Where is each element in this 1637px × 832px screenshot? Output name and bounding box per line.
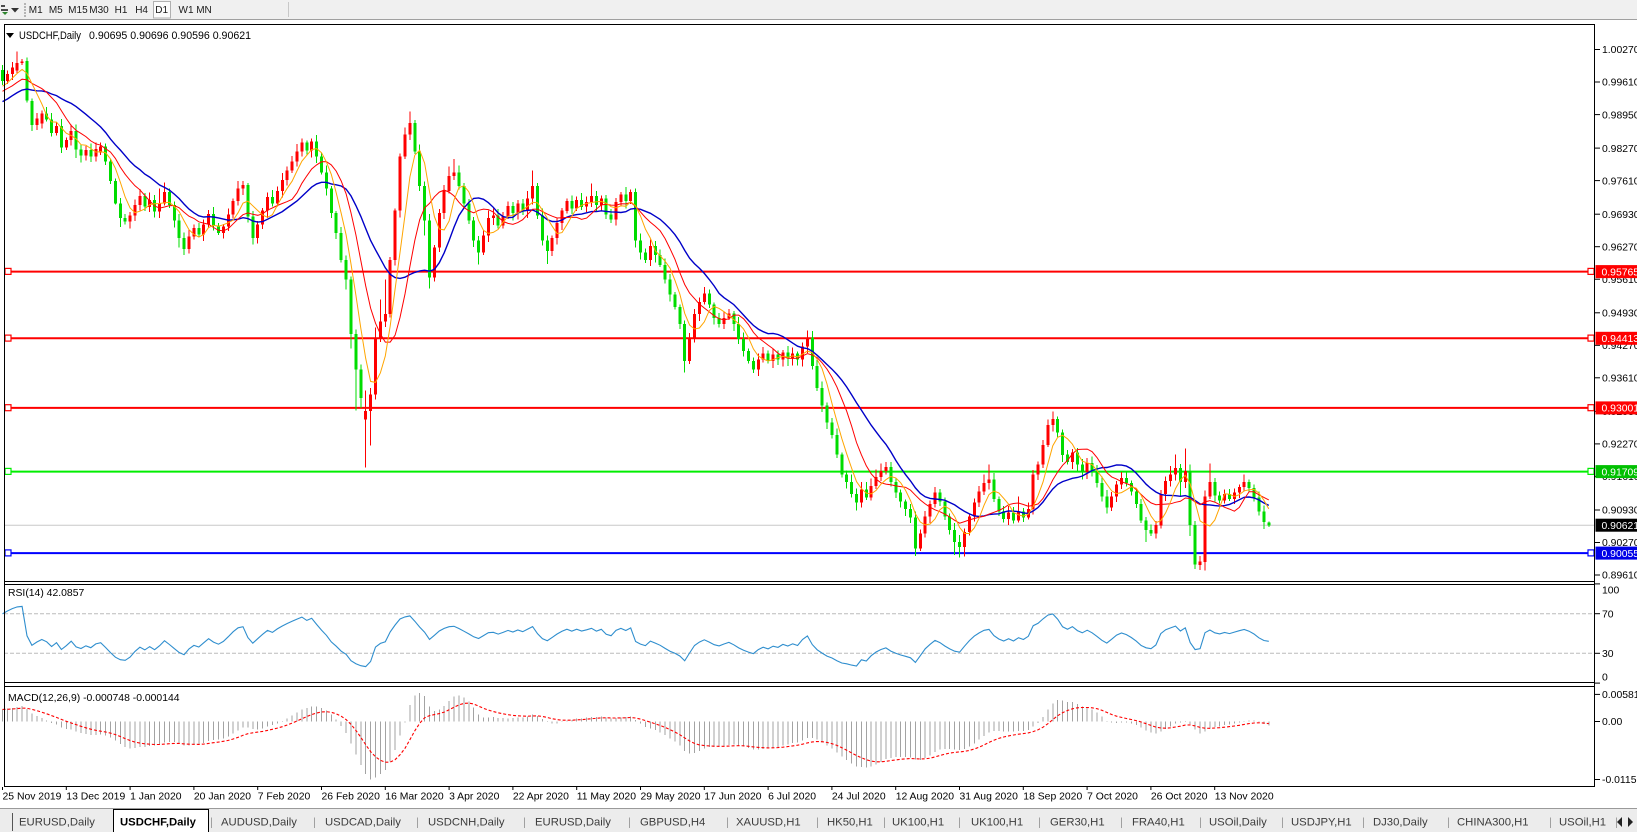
svg-text:MACD(12,26,9) -0.000748 -0.000: MACD(12,26,9) -0.000748 -0.000144	[8, 693, 180, 704]
svg-text:CHINA300,H1: CHINA300,H1	[1457, 817, 1529, 829]
svg-text:13 Nov 2020: 13 Nov 2020	[1215, 792, 1274, 803]
svg-text:|: |	[816, 817, 819, 829]
svg-text:1.00270: 1.00270	[1602, 45, 1637, 56]
svg-text:|: |	[1038, 817, 1041, 829]
svg-text:0.90055: 0.90055	[1602, 549, 1637, 560]
svg-text:0.99610: 0.99610	[1602, 78, 1637, 89]
svg-text:|: |	[523, 817, 526, 829]
svg-text:|: |	[1281, 817, 1284, 829]
svg-text:16 Mar 2020: 16 Mar 2020	[385, 792, 444, 803]
svg-text:|: |	[883, 817, 886, 829]
svg-text:GBPUSD,H4: GBPUSD,H4	[640, 817, 705, 829]
svg-text:|: |	[958, 817, 961, 829]
svg-text:GER30,H1: GER30,H1	[1050, 817, 1105, 829]
svg-text:USDCNH,Daily: USDCNH,Daily	[428, 817, 505, 829]
svg-text:M5: M5	[49, 5, 63, 16]
svg-text:|: |	[1615, 817, 1618, 829]
svg-text:0.94270: 0.94270	[1602, 341, 1637, 352]
svg-text:0.93001: 0.93001	[1602, 404, 1637, 415]
svg-text:|: |	[313, 817, 316, 829]
svg-text:17 Jun 2020: 17 Jun 2020	[704, 792, 761, 803]
svg-text:HK50,H1: HK50,H1	[827, 817, 873, 829]
svg-text:11 May 2020: 11 May 2020	[577, 792, 637, 803]
svg-text:0.005818: 0.005818	[1602, 690, 1637, 701]
svg-text:26 Oct 2020: 26 Oct 2020	[1151, 792, 1208, 803]
svg-text:RSI(14) 42.0857: RSI(14) 42.0857	[8, 588, 84, 599]
svg-text:-0.011514: -0.011514	[1602, 775, 1637, 786]
svg-text:26 Feb 2020: 26 Feb 2020	[322, 792, 381, 803]
svg-text:0.97610: 0.97610	[1602, 176, 1637, 187]
svg-text:UK100,H1: UK100,H1	[892, 817, 944, 829]
svg-text:0.94930: 0.94930	[1602, 309, 1637, 320]
svg-text:0: 0	[1602, 673, 1608, 684]
svg-text:70: 70	[1602, 609, 1614, 620]
svg-text:7 Feb 2020: 7 Feb 2020	[258, 792, 311, 803]
svg-text:H4: H4	[135, 5, 148, 16]
svg-text:|: |	[416, 817, 419, 829]
svg-text:0.95610: 0.95610	[1602, 275, 1637, 286]
svg-text:0.98950: 0.98950	[1602, 110, 1637, 121]
svg-text:USOil,H1: USOil,H1	[1559, 817, 1606, 829]
svg-text:12 Aug 2020: 12 Aug 2020	[896, 792, 955, 803]
svg-text:|: |	[1549, 817, 1552, 829]
svg-text:UK100,H1: UK100,H1	[971, 817, 1023, 829]
svg-text:0.92270: 0.92270	[1602, 440, 1637, 451]
svg-text:100: 100	[1602, 586, 1620, 597]
svg-text:18 Sep 2020: 18 Sep 2020	[1023, 792, 1082, 803]
svg-text:0.96930: 0.96930	[1602, 210, 1637, 221]
svg-text:0.98270: 0.98270	[1602, 144, 1637, 155]
svg-text:7 Oct 2020: 7 Oct 2020	[1087, 792, 1138, 803]
svg-text:0.93610: 0.93610	[1602, 374, 1637, 385]
svg-text:0.90270: 0.90270	[1602, 538, 1637, 549]
svg-text:W1: W1	[179, 5, 194, 16]
svg-text:0.00: 0.00	[1602, 717, 1622, 728]
svg-text:M1: M1	[29, 5, 43, 16]
svg-text:USDCHF,Daily: USDCHF,Daily	[120, 817, 197, 829]
svg-text:|: |	[1447, 817, 1450, 829]
svg-text:USOil,Daily: USOil,Daily	[1209, 817, 1267, 829]
svg-text:29 May 2020: 29 May 2020	[641, 792, 701, 803]
svg-text:20 Jan 2020: 20 Jan 2020	[194, 792, 251, 803]
svg-text:30: 30	[1602, 649, 1614, 660]
svg-text:13 Dec 2019: 13 Dec 2019	[66, 792, 125, 803]
svg-text:H1: H1	[115, 5, 128, 16]
svg-text:|: |	[726, 817, 729, 829]
svg-text:25 Nov 2019: 25 Nov 2019	[3, 792, 62, 803]
svg-text:|: |	[210, 817, 213, 829]
svg-text:6 Jul 2020: 6 Jul 2020	[768, 792, 816, 803]
svg-text:FRA40,H1: FRA40,H1	[1132, 817, 1185, 829]
svg-text:MN: MN	[196, 5, 212, 16]
svg-text:0.94413: 0.94413	[1602, 334, 1637, 345]
svg-text:USDJPY,H1: USDJPY,H1	[1291, 817, 1352, 829]
svg-text:24 Jul 2020: 24 Jul 2020	[832, 792, 886, 803]
svg-text:USDCHF,Daily: USDCHF,Daily	[19, 30, 82, 42]
svg-text:0.95765: 0.95765	[1602, 267, 1637, 278]
svg-text:|: |	[1362, 817, 1365, 829]
svg-text:22 Apr 2020: 22 Apr 2020	[513, 792, 569, 803]
svg-text:3 Apr 2020: 3 Apr 2020	[449, 792, 499, 803]
svg-text:AUDUSD,Daily: AUDUSD,Daily	[221, 817, 297, 829]
svg-text:USDCAD,Daily: USDCAD,Daily	[325, 817, 401, 829]
svg-text:D1: D1	[155, 5, 168, 16]
svg-text:0.89610: 0.89610	[1602, 571, 1637, 582]
svg-text:|: |	[1199, 817, 1202, 829]
svg-text:XAUUSD,H1: XAUUSD,H1	[736, 817, 801, 829]
svg-text:DJ30,Daily: DJ30,Daily	[1373, 817, 1428, 829]
svg-text:0.90621: 0.90621	[1602, 521, 1637, 532]
svg-text:|: |	[1120, 817, 1123, 829]
svg-text:M30: M30	[89, 5, 109, 16]
svg-text:1 Jan 2020: 1 Jan 2020	[130, 792, 182, 803]
svg-text:M15: M15	[68, 5, 88, 16]
svg-text:EURUSD,Daily: EURUSD,Daily	[19, 817, 95, 829]
svg-text:31 Aug 2020: 31 Aug 2020	[960, 792, 1019, 803]
svg-text:0.90695 0.90696 0.90596 0.9062: 0.90695 0.90696 0.90596 0.90621	[89, 30, 251, 42]
svg-text:EURUSD,Daily: EURUSD,Daily	[535, 817, 611, 829]
svg-text:0.91709: 0.91709	[1602, 467, 1637, 478]
svg-text:0.90930: 0.90930	[1602, 506, 1637, 517]
svg-text:0.96270: 0.96270	[1602, 242, 1637, 253]
svg-text:|: |	[628, 817, 631, 829]
